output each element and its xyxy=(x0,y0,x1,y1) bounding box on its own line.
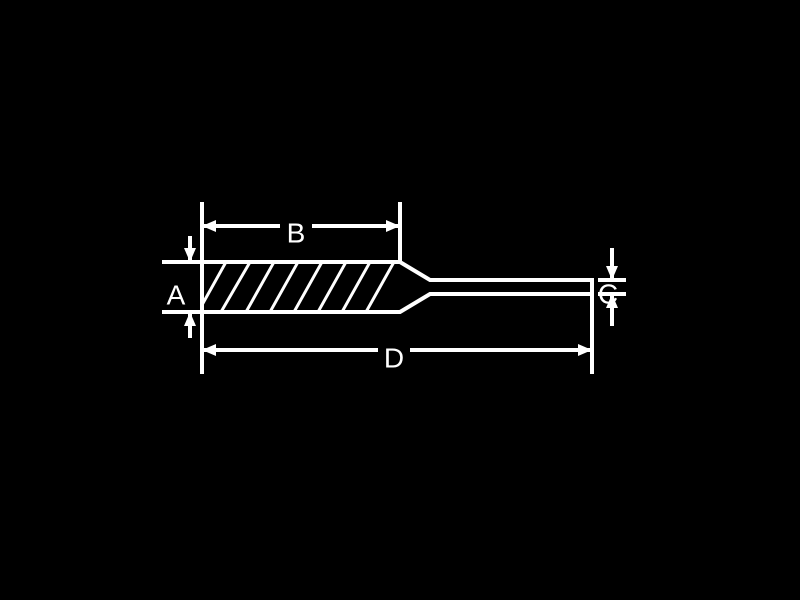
tool-dimension-diagram: B D A C xyxy=(0,0,800,600)
dimension-label-D: D xyxy=(384,342,404,373)
dimension-label-B: B xyxy=(287,217,306,248)
dimension-label-C: C xyxy=(598,278,618,309)
dimension-label-A: A xyxy=(167,279,186,310)
